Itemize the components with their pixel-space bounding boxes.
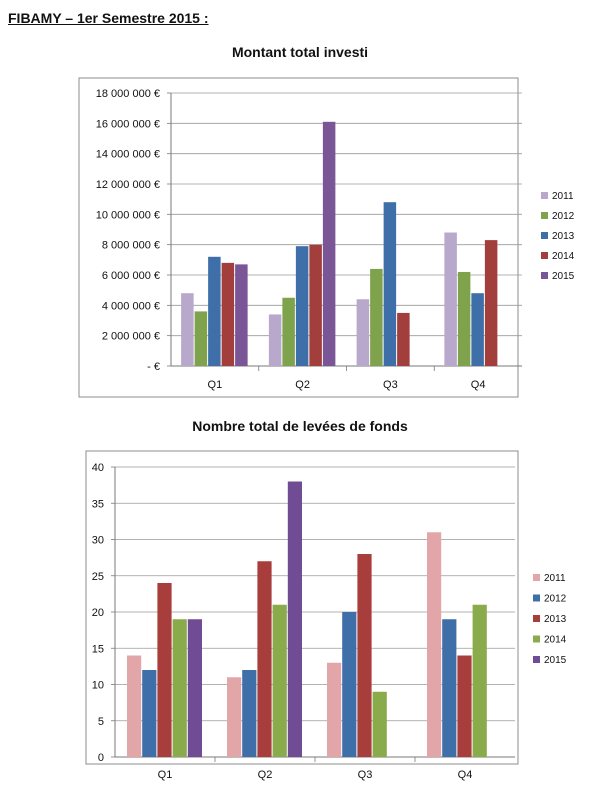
bar-q3-2012 (342, 612, 357, 757)
bar-q1-2015 (187, 619, 202, 757)
bar-q2-2014 (272, 604, 287, 757)
bar-q3-2011 (356, 299, 370, 366)
bar-q2-2013 (295, 246, 309, 366)
y-tick-label: 4 000 000 € (102, 300, 160, 312)
y-tick-label: 10 (92, 680, 104, 692)
y-tick-label: 30 (92, 535, 104, 547)
bar-q4-2013 (457, 655, 472, 757)
x-category-label: Q1 (158, 769, 173, 781)
y-tick-label: 0 (98, 752, 104, 764)
bar-q4-2013 (471, 293, 484, 366)
x-category-label: Q1 (208, 379, 223, 391)
legend-label-2014: 2014 (544, 635, 567, 646)
legend-swatch-2014 (541, 252, 548, 259)
y-tick-label: 2 000 000 € (102, 331, 160, 343)
bar-q3-2013 (357, 554, 372, 757)
bar-q4-2011 (427, 532, 442, 757)
legend-label-2015: 2015 (552, 271, 575, 282)
y-tick-label: 14 000 000 € (96, 149, 160, 161)
bar-q1-2015 (235, 264, 248, 366)
chart-title: Nombre total de levées de fonds (192, 418, 408, 434)
y-tick-label: 6 000 000 € (102, 270, 160, 282)
legend-swatch-2015 (533, 656, 540, 663)
bar-q2-2012 (242, 670, 257, 757)
bar-q4-2012 (442, 619, 457, 757)
legend-swatch-2011 (541, 192, 548, 199)
legend-swatch-2015 (541, 272, 548, 279)
x-category-label: Q2 (258, 769, 273, 781)
y-tick-label: 18 000 000 € (96, 88, 160, 100)
y-tick-label: 15 (92, 643, 104, 655)
legend-label-2011: 2011 (552, 191, 574, 202)
document-title: FIBAMY – 1er Semestre 2015 : (8, 10, 209, 26)
legend-label-2015: 2015 (544, 655, 567, 666)
legend-swatch-2011 (533, 574, 540, 581)
bar-q2-2015 (322, 121, 336, 366)
x-category-label: Q3 (383, 379, 398, 391)
bar-q2-2011 (268, 314, 282, 366)
bar-q3-2014 (372, 691, 387, 757)
legend-swatch-2014 (533, 635, 540, 643)
legend-swatch-2012 (541, 212, 548, 219)
bar-q1-2012 (194, 311, 208, 366)
bar-q2-2011 (227, 677, 242, 757)
bar-q1-2013 (208, 256, 221, 366)
bar-q4-2011 (444, 232, 457, 366)
y-tick-label: 16 000 000 € (96, 118, 160, 130)
y-tick-label: 5 (98, 716, 104, 728)
bar-q2-2013 (257, 561, 272, 757)
legend-label-2013: 2013 (544, 614, 567, 625)
legend-swatch-2013 (533, 615, 540, 622)
bar-q1-2014 (172, 619, 187, 757)
x-category-label: Q2 (295, 379, 310, 391)
legend-label-2012: 2012 (544, 594, 567, 605)
y-tick-label: 10 000 000 € (96, 209, 160, 221)
bar-q1-2011 (127, 655, 142, 757)
bar-q3-2014 (397, 312, 410, 366)
bar-q1-2013 (157, 583, 172, 757)
bar-q3-2013 (383, 202, 397, 366)
x-category-label: Q4 (471, 379, 486, 391)
bar-q1-2014 (221, 262, 235, 366)
legend-label-2014: 2014 (552, 251, 575, 262)
legend-label-2013: 2013 (552, 231, 575, 242)
bar-q3-2012 (370, 268, 383, 366)
legend-swatch-2012 (533, 594, 540, 602)
bar-q4-2012 (457, 271, 471, 366)
y-tick-label: 40 (92, 462, 104, 474)
legend-label-2012: 2012 (552, 211, 575, 222)
legend-label-2011: 2011 (544, 573, 566, 584)
bar-q2-2015 (287, 481, 302, 757)
legend-swatch-2013 (541, 232, 548, 239)
y-tick-label: 20 (92, 607, 104, 619)
x-category-label: Q4 (458, 769, 473, 781)
bar-q2-2014 (309, 244, 322, 366)
bar-q2-2012 (282, 297, 295, 366)
y-tick-label: 8 000 000 € (102, 240, 160, 252)
bar-q4-2014 (484, 240, 498, 366)
y-tick-label: - € (147, 361, 160, 373)
y-tick-label: 35 (92, 498, 104, 510)
x-category-label: Q3 (358, 769, 373, 781)
bar-q4-2014 (472, 604, 487, 757)
chart-title: Montant total investi (231, 44, 369, 60)
y-tick-label: 12 000 000 € (96, 179, 160, 191)
y-tick-label: 25 (92, 571, 104, 583)
bar-q1-2011 (181, 293, 194, 366)
bar-q3-2011 (327, 662, 342, 757)
bar-q1-2012 (142, 670, 157, 757)
